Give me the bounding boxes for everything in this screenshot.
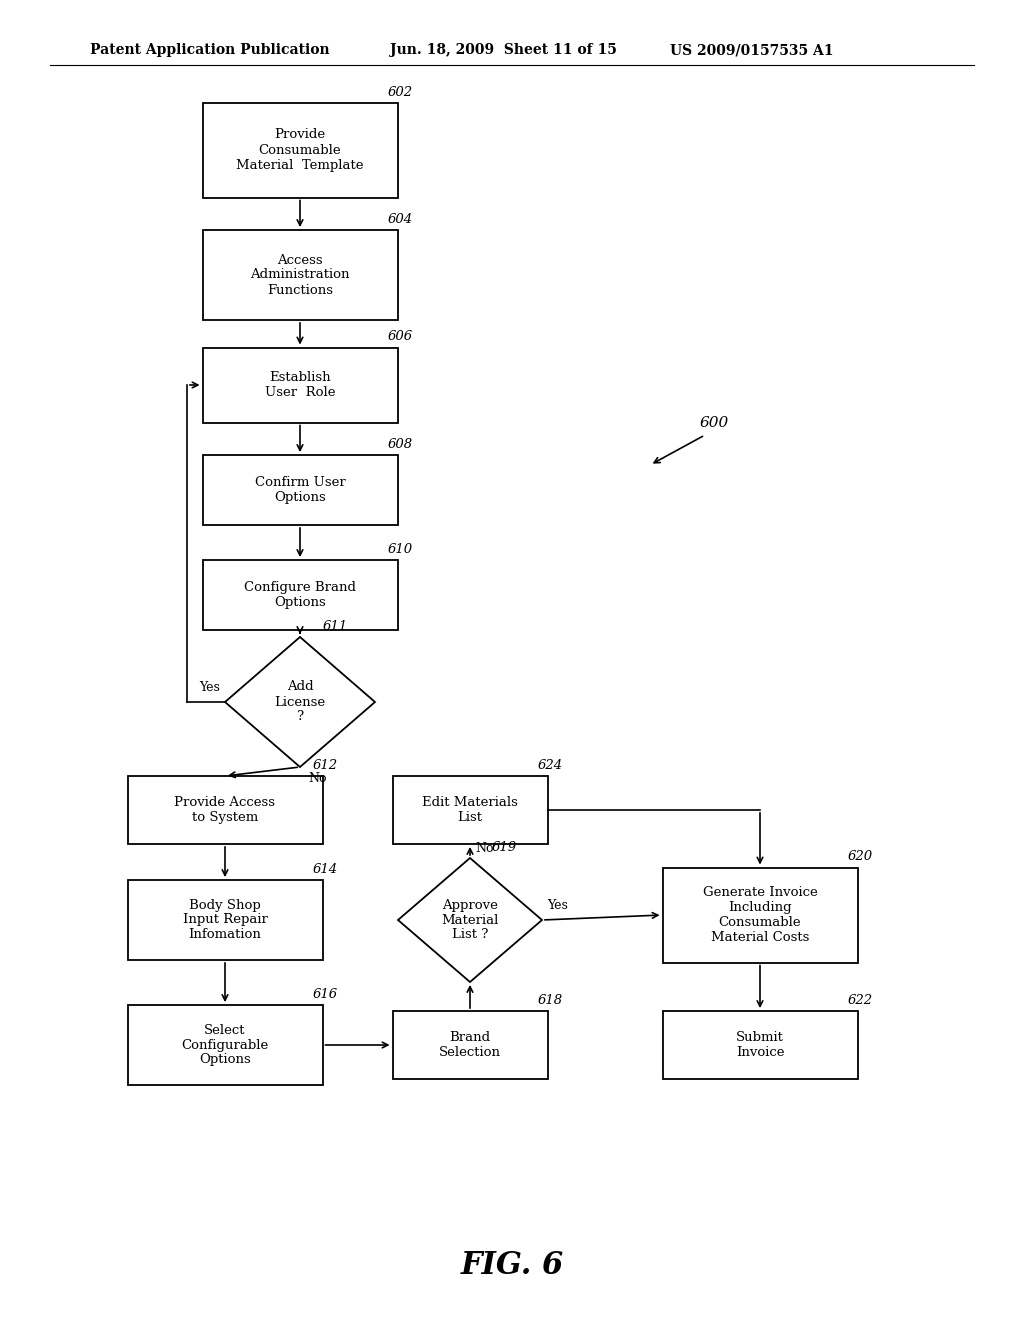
Text: Establish
User  Role: Establish User Role bbox=[265, 371, 335, 399]
Text: 618: 618 bbox=[538, 994, 562, 1007]
Text: Patent Application Publication: Patent Application Publication bbox=[90, 44, 330, 57]
Text: No: No bbox=[475, 842, 494, 855]
Text: 608: 608 bbox=[387, 438, 413, 451]
Polygon shape bbox=[398, 858, 542, 982]
Text: 622: 622 bbox=[848, 994, 872, 1007]
Text: 612: 612 bbox=[312, 759, 338, 772]
Text: 602: 602 bbox=[387, 86, 413, 99]
Text: Approve
Material
List ?: Approve Material List ? bbox=[441, 899, 499, 941]
Text: 610: 610 bbox=[387, 543, 413, 556]
Text: Brand
Selection: Brand Selection bbox=[439, 1031, 501, 1059]
Text: FIG. 6: FIG. 6 bbox=[461, 1250, 563, 1280]
Text: 614: 614 bbox=[312, 863, 338, 876]
Text: No: No bbox=[308, 772, 327, 785]
Bar bbox=[203, 560, 397, 630]
Text: Body Shop
Input Repair
Infomation: Body Shop Input Repair Infomation bbox=[182, 899, 267, 941]
Text: Confirm User
Options: Confirm User Options bbox=[255, 477, 345, 504]
Bar bbox=[128, 1005, 323, 1085]
Text: Provide Access
to System: Provide Access to System bbox=[174, 796, 275, 824]
Bar bbox=[392, 776, 548, 843]
Bar bbox=[203, 347, 397, 422]
Bar bbox=[663, 1011, 857, 1078]
Bar bbox=[203, 455, 397, 525]
Text: 606: 606 bbox=[387, 330, 413, 343]
Bar bbox=[392, 1011, 548, 1078]
Text: Access
Administration
Functions: Access Administration Functions bbox=[250, 253, 350, 297]
Text: 619: 619 bbox=[492, 841, 517, 854]
Text: Generate Invoice
Including
Consumable
Material Costs: Generate Invoice Including Consumable Ma… bbox=[702, 886, 817, 944]
Text: 604: 604 bbox=[387, 213, 413, 226]
Bar bbox=[663, 867, 857, 962]
Text: 620: 620 bbox=[848, 850, 872, 863]
Text: Provide
Consumable
Material  Template: Provide Consumable Material Template bbox=[237, 128, 364, 172]
Bar bbox=[128, 776, 323, 843]
Text: Jun. 18, 2009  Sheet 11 of 15: Jun. 18, 2009 Sheet 11 of 15 bbox=[390, 44, 616, 57]
Text: 611: 611 bbox=[323, 620, 347, 634]
Text: Yes: Yes bbox=[199, 681, 220, 694]
Text: Submit
Invoice: Submit Invoice bbox=[736, 1031, 784, 1059]
Text: Configure Brand
Options: Configure Brand Options bbox=[244, 581, 356, 609]
Text: 624: 624 bbox=[538, 759, 562, 772]
Polygon shape bbox=[225, 638, 375, 767]
Text: Add
License
?: Add License ? bbox=[274, 681, 326, 723]
Text: Select
Configurable
Options: Select Configurable Options bbox=[181, 1023, 268, 1067]
Text: Edit Materials
List: Edit Materials List bbox=[422, 796, 518, 824]
Bar bbox=[203, 103, 397, 198]
Text: 600: 600 bbox=[700, 416, 729, 430]
Text: 616: 616 bbox=[312, 987, 338, 1001]
Bar bbox=[203, 230, 397, 319]
Text: Yes: Yes bbox=[547, 899, 568, 912]
Bar bbox=[128, 880, 323, 960]
Text: US 2009/0157535 A1: US 2009/0157535 A1 bbox=[670, 44, 834, 57]
